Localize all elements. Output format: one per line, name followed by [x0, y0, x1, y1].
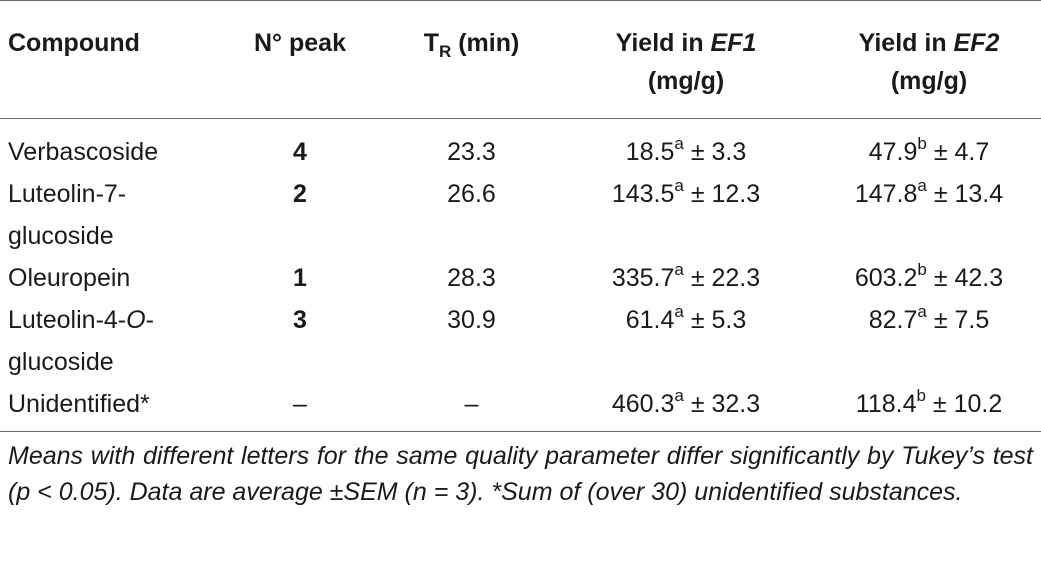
- ef2-value: 47.9: [868, 138, 918, 166]
- compound-name: Unidentified*: [8, 390, 150, 418]
- cell-yield-ef2: 147.8a ± 13.4: [817, 173, 1041, 257]
- header-tr-symbol: T: [423, 29, 439, 57]
- cell-peak: 2: [293, 180, 307, 208]
- ef1-sem: ± 3.3: [683, 138, 747, 166]
- table-row: Verbascoside 4 23.3 18.5a ± 3.3 47.9b ± …: [0, 119, 1041, 174]
- table-row: Oleuropein 1 28.3 335.7a ± 22.3 603.2b ±…: [0, 257, 1041, 299]
- table-header: Compound N° peak TR (min) Yield in EF1 (…: [0, 0, 1041, 119]
- cell-yield-ef2: 603.2b ± 42.3: [817, 257, 1041, 299]
- cell-compound: Oleuropein: [0, 257, 212, 299]
- ef2-sem: ± 13.4: [926, 180, 1004, 208]
- header-peak: N° peak: [212, 1, 388, 119]
- header-ef2-name: EF2: [953, 29, 1000, 57]
- cell-yield-ef1: 61.4a ± 5.3: [555, 299, 817, 383]
- ef2-value: 82.7: [868, 306, 918, 334]
- header-tr-unit: (min): [458, 29, 520, 57]
- ef2-value: 603.2: [854, 264, 918, 292]
- ef1-sem: ± 5.3: [683, 306, 747, 334]
- table-body: Verbascoside 4 23.3 18.5a ± 3.3 47.9b ± …: [0, 119, 1041, 432]
- compound-name-line1-post: -: [145, 306, 154, 334]
- ef1-letter: a: [674, 302, 684, 321]
- compound-yield-table: Compound N° peak TR (min) Yield in EF1 (…: [0, 0, 1041, 432]
- ef1-sem: ± 22.3: [683, 264, 761, 292]
- header-yield-ef1: Yield in EF1 (mg/g): [555, 1, 817, 119]
- compound-name: Verbascoside: [8, 138, 159, 166]
- cell-peak: 4: [293, 138, 307, 166]
- cell-yield-ef1: 143.5a ± 12.3: [555, 173, 817, 257]
- ef2-sem: ± 4.7: [926, 138, 990, 166]
- header-ef2-prefix: Yield in: [858, 29, 954, 57]
- ef1-sem: ± 12.3: [683, 180, 761, 208]
- header-ef1-prefix: Yield in: [615, 29, 711, 57]
- ef1-value: 18.5: [625, 138, 675, 166]
- compound-name-line2: glucoside: [8, 222, 114, 250]
- ef1-value: 460.3: [611, 390, 675, 418]
- ef1-letter: a: [674, 176, 684, 195]
- cell-yield-ef1: 335.7a ± 22.3: [555, 257, 817, 299]
- cell-yield-ef2: 118.4b ± 10.2: [817, 383, 1041, 432]
- cell-compound: Luteolin-7- glucoside: [0, 173, 212, 257]
- cell-yield-ef2: 82.7a ± 7.5: [817, 299, 1041, 383]
- ef2-sem: ± 7.5: [926, 306, 990, 334]
- ef1-sem: ± 32.3: [683, 390, 761, 418]
- header-row: Compound N° peak TR (min) Yield in EF1 (…: [0, 0, 1041, 119]
- cell-peak: 3: [293, 306, 307, 334]
- cell-retention-time: –: [464, 390, 479, 418]
- table-footnote: Means with different letters for the sam…: [8, 442, 1033, 506]
- cell-retention-time: 26.6: [447, 180, 496, 208]
- compound-name-line1: Luteolin-7-: [8, 180, 127, 208]
- header-ef2-unit: (mg/g): [890, 67, 968, 95]
- cell-retention-time: 23.3: [447, 138, 496, 166]
- table-row: Unidentified* – – 460.3a ± 32.3 118.4b ±…: [0, 383, 1041, 432]
- ef1-letter: a: [674, 260, 684, 279]
- compound-name-line1-italic: O: [126, 306, 146, 334]
- header-yield-ef2: Yield in EF2 (mg/g): [817, 1, 1041, 119]
- table-row: Luteolin-4-O- glucoside 3 30.9 61.4a ± 5…: [0, 299, 1041, 383]
- header-ef1-name: EF1: [710, 29, 757, 57]
- ef1-value: 335.7: [611, 264, 675, 292]
- cell-peak: 1: [293, 264, 307, 292]
- ef2-value: 147.8: [854, 180, 918, 208]
- ef2-letter: b: [917, 260, 927, 279]
- data-table-container: Compound N° peak TR (min) Yield in EF1 (…: [0, 0, 1041, 506]
- cell-compound: Luteolin-4-O- glucoside: [0, 299, 212, 383]
- ef2-sem: ± 42.3: [926, 264, 1004, 292]
- header-ef1-unit: (mg/g): [647, 67, 725, 95]
- header-retention-time: TR (min): [388, 1, 555, 119]
- compound-name: Oleuropein: [8, 264, 131, 292]
- cell-yield-ef1: 18.5a ± 3.3: [555, 119, 817, 174]
- ef1-letter: a: [674, 134, 684, 153]
- header-compound: Compound: [0, 1, 212, 119]
- header-tr-subscript: R: [438, 42, 452, 61]
- header-compound-label: Compound: [8, 29, 140, 57]
- ef2-letter: a: [917, 302, 927, 321]
- ef2-value: 118.4: [855, 390, 917, 418]
- compound-name-line2: glucoside: [8, 348, 114, 376]
- cell-retention-time: 28.3: [447, 264, 496, 292]
- ef2-letter: a: [917, 176, 927, 195]
- ef2-sem: ± 10.2: [925, 390, 1003, 418]
- cell-peak: –: [293, 390, 307, 418]
- header-peak-label: N° peak: [254, 29, 346, 57]
- ef2-letter: b: [916, 386, 926, 405]
- cell-yield-ef2: 47.9b ± 4.7: [817, 119, 1041, 174]
- table-row: Luteolin-7- glucoside 2 26.6 143.5a ± 12…: [0, 173, 1041, 257]
- ef1-value: 61.4: [625, 306, 675, 334]
- cell-yield-ef1: 460.3a ± 32.3: [555, 383, 817, 432]
- cell-retention-time: 30.9: [447, 306, 496, 334]
- ef1-letter: a: [674, 386, 684, 405]
- cell-compound: Verbascoside: [0, 119, 212, 174]
- ef1-value: 143.5: [611, 180, 675, 208]
- ef2-letter: b: [917, 134, 927, 153]
- compound-name-line1-pre: Luteolin-4-: [8, 306, 127, 334]
- cell-compound: Unidentified*: [0, 383, 212, 432]
